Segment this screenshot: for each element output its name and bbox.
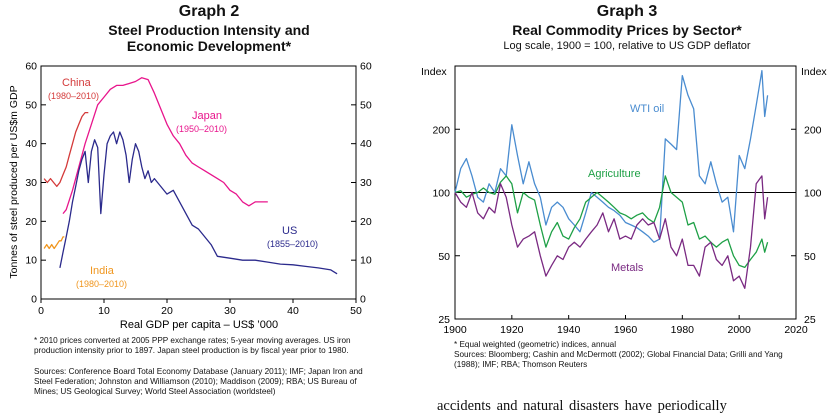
us-label-years: (1855–2010) bbox=[267, 239, 318, 249]
y-tick-label-right: 100 bbox=[804, 188, 822, 200]
graph-3-number: Graph 3 bbox=[596, 3, 658, 20]
china-series-line bbox=[43, 111, 89, 188]
y-tick-label-left: 0 bbox=[31, 294, 37, 306]
graph-3-subtitle: Log scale, 1900 = 100, relative to US GD… bbox=[503, 40, 751, 52]
wti-oil-series-line bbox=[454, 70, 769, 243]
graph-2-title: Steel Production Intensity and Economic … bbox=[0, 22, 418, 54]
y-tick-label-right: 50 bbox=[360, 99, 372, 111]
y-tick-label-right: 0 bbox=[360, 294, 366, 306]
agriculture-series-line bbox=[454, 175, 769, 269]
y-tick-label-right: 60 bbox=[360, 61, 372, 73]
y-tick-label-right: 30 bbox=[360, 177, 372, 189]
graph-3-title: Real Commodity Prices by Sector* bbox=[512, 22, 742, 38]
y-tick-label-left: 40 bbox=[25, 138, 37, 150]
y-tick-label-right: 200 bbox=[804, 124, 822, 136]
y-axis-label-left: Index bbox=[421, 66, 447, 78]
x-tick-label: 1900 bbox=[443, 324, 467, 336]
y-tick-label-left: 50 bbox=[438, 251, 450, 263]
graph-3-sources: Sources: Bloomberg; Cashin and McDermott… bbox=[454, 350, 783, 370]
y-tick-label-right: 20 bbox=[360, 216, 372, 228]
y-axis-label-right: Index bbox=[801, 66, 827, 78]
x-tick-label: 1940 bbox=[557, 324, 581, 336]
india-label-years: (1980–2010) bbox=[76, 279, 127, 289]
graph-2-title-line1: Steel Production Intensity and bbox=[108, 22, 310, 38]
y-tick-label-left: 10 bbox=[25, 255, 37, 267]
series-group bbox=[43, 77, 338, 275]
y-tick-label-left: 20 bbox=[25, 216, 37, 228]
india-label: India bbox=[90, 265, 115, 277]
y-tick-label-right: 50 bbox=[804, 251, 816, 263]
y-axis-label: Tonnes of steel produced per US$m GDP bbox=[8, 85, 20, 278]
japan-label: Japan bbox=[192, 110, 222, 122]
us-label: US bbox=[282, 225, 297, 237]
agriculture-label: Agriculture bbox=[588, 168, 641, 180]
x-tick-label: 0 bbox=[38, 305, 44, 317]
metals-label: Metals bbox=[611, 262, 644, 274]
y-tick-label-left: 100 bbox=[432, 188, 450, 200]
graph-2-number: Graph 2 bbox=[178, 3, 240, 20]
x-tick-label: 1960 bbox=[614, 324, 638, 336]
china-label-years: (1980–2010) bbox=[48, 91, 99, 101]
tick-group: 25 25 50 50 100 100 200 200 1900 1920 1940 1960 1980… bbox=[432, 124, 821, 336]
wti-oil-label: WTI oil bbox=[630, 103, 664, 115]
x-tick-label: 40 bbox=[287, 305, 299, 317]
x-tick-label: 30 bbox=[224, 305, 236, 317]
y-tick-label-left: 50 bbox=[25, 99, 37, 111]
china-label: China bbox=[62, 77, 92, 89]
x-tick-label: 1920 bbox=[500, 324, 524, 336]
x-tick-label: 2020 bbox=[784, 324, 808, 336]
x-axis-label: Real GDP per capita – US$ ’000 bbox=[120, 319, 278, 331]
y-tick-label-right: 25 bbox=[804, 314, 816, 326]
y-tick-label-right: 40 bbox=[360, 138, 372, 150]
x-tick-label: 20 bbox=[161, 305, 173, 317]
japan-label-years: (1950–2010) bbox=[176, 124, 227, 134]
metals-series-line bbox=[454, 175, 769, 289]
graph-3-footnote: * Equal weighted (geometric) indices, an… bbox=[454, 340, 617, 349]
us-series-line bbox=[59, 131, 338, 275]
graph-2-title-line2: Economic Development* bbox=[126, 38, 292, 54]
india-series-line bbox=[43, 236, 65, 250]
y-tick-label-left: 200 bbox=[432, 124, 450, 136]
series-group bbox=[454, 70, 769, 289]
body-text: accidents and natural disasters have per… bbox=[437, 398, 727, 414]
x-tick-label: 10 bbox=[98, 305, 110, 317]
y-tick-label-left: 60 bbox=[25, 61, 37, 73]
graph-2-footnote: * 2010 prices converted at 2005 PPP exch… bbox=[34, 336, 351, 356]
x-tick-label: 50 bbox=[350, 305, 362, 317]
x-tick-label: 2000 bbox=[727, 324, 751, 336]
graph-2-sources: Sources: Conference Board Total Economy … bbox=[34, 367, 363, 397]
x-tick-label: 1980 bbox=[671, 324, 695, 336]
y-tick-label-left: 25 bbox=[438, 314, 450, 326]
y-tick-label-left: 30 bbox=[25, 177, 37, 189]
graph-2: Graph 2 Steel Production Intensity and E… bbox=[0, 0, 418, 413]
graph-3: Graph 3 Real Commodity Prices by Sector*… bbox=[418, 0, 836, 413]
commodity-prices-chart: 25 25 50 50 100 100 200 200 1900 1920 1940 1960 1980… bbox=[421, 65, 827, 336]
japan-series-line bbox=[62, 77, 268, 215]
y-tick-label-right: 10 bbox=[360, 255, 372, 267]
